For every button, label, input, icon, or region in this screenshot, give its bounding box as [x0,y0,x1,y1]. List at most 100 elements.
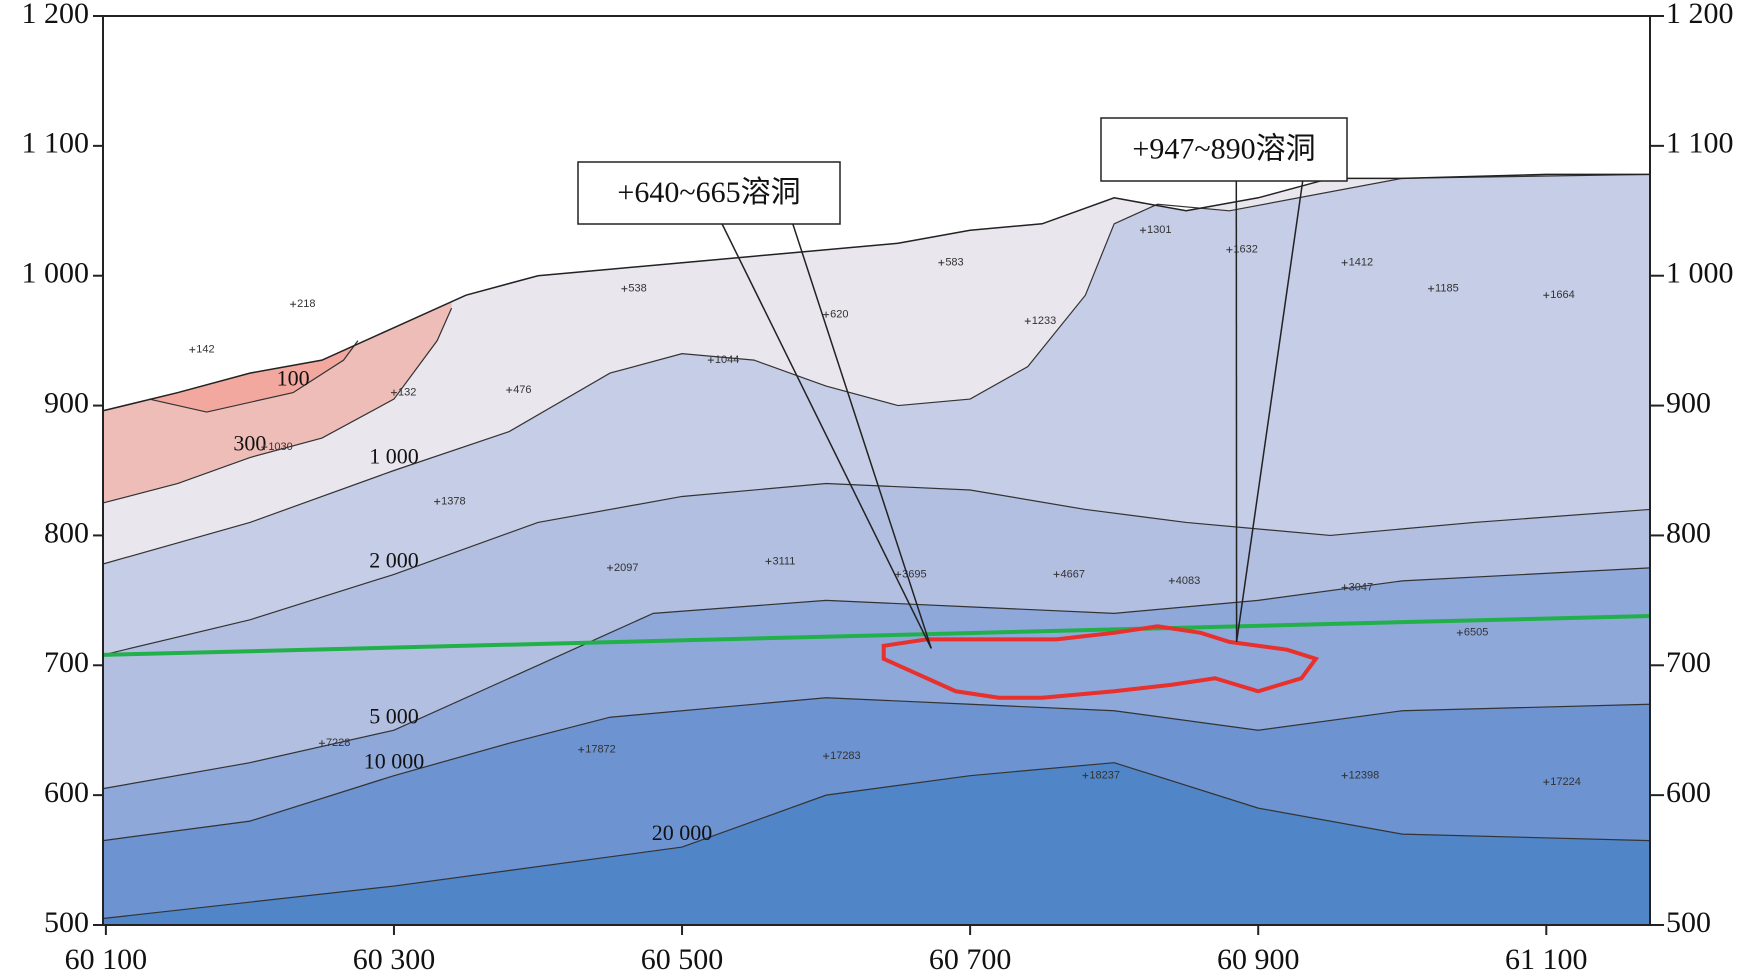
x-tick-label: 60 700 [929,943,1012,976]
sample-point [1082,772,1089,779]
y2-tick-label: 900 [1666,386,1711,419]
sample-label: 17224 [1550,776,1581,788]
sample-label: 17872 [585,744,616,756]
contour-line [102,762,1651,920]
contour-line [102,173,1651,565]
y-tick-label: 600 [44,776,89,809]
y-tick-label: 1 100 [22,127,90,160]
contour-line [148,340,359,413]
sample-point [823,753,830,760]
sample-point [1456,629,1463,636]
sample-point [823,311,830,318]
sample-point [621,285,628,292]
contour-line [102,482,1651,656]
sample-point [390,389,397,396]
sample-point [1053,571,1060,578]
profile-line [102,613,1651,657]
sample-label: 1664 [1550,289,1574,301]
surface-line [102,173,1650,412]
sample-label: 142 [196,344,214,356]
sample-point [1543,292,1550,299]
contour-label: 300 [233,431,266,456]
contour-label: 2 000 [369,547,419,572]
x-tick-label: 61 100 [1505,943,1588,976]
sample-label: 4083 [1176,575,1200,587]
sample-point [1139,227,1146,234]
callout-line [792,223,932,649]
sample-label: 132 [398,386,416,398]
contour-line [102,697,1651,842]
y2-tick-label: 1 200 [1666,0,1734,30]
callout-box [1100,117,1348,182]
sample-point [895,571,902,578]
sample-label: 538 [628,283,646,295]
sample-point [1226,246,1233,253]
plot-frame [102,15,1651,926]
y2-tick-label: 1 000 [1666,257,1734,290]
sample-point [1024,318,1031,325]
x-tick-label: 60 300 [353,943,436,976]
contour-label: 5 000 [369,703,419,728]
sample-point [189,346,196,353]
y2-tick-label: 800 [1666,516,1711,549]
sample-label: 2097 [614,562,638,574]
sample-point [1543,779,1550,786]
x-tick-label: 60 500 [641,943,724,976]
sample-label: 4667 [1061,568,1085,580]
sample-label: 17283 [830,750,861,762]
sample-point [938,259,945,266]
contour-label: 20 000 [652,820,713,845]
sample-label: 1185 [1435,283,1459,295]
sample-label: 7228 [326,737,350,749]
y2-tick-label: 700 [1666,646,1711,679]
sample-label: 3047 [1349,581,1373,593]
contour-label: 100 [277,366,310,391]
sample-label: 218 [297,298,315,310]
sample-label: 1030 [268,441,292,453]
y2-tick-label: 1 100 [1666,127,1734,160]
sample-point [261,444,268,451]
y-tick-label: 500 [44,906,89,939]
sample-label: 1632 [1233,244,1257,256]
y-tick-label: 900 [44,386,89,419]
callout-text: +640~665溶洞 [617,176,800,209]
cave-outline [881,624,1320,700]
axes: 60 100 60 300 60 500 60 700 60 900 61 100 500 5… [22,0,1734,976]
x-tick-label: 60 100 [65,943,148,976]
sample-label: 620 [830,309,848,321]
sample-point [1168,577,1175,584]
sample-label: 476 [513,384,531,396]
sample-point [1428,285,1435,292]
sample-point [506,386,513,393]
sample-point [290,301,297,308]
sample-point [434,498,441,505]
contour-line [102,307,453,504]
sample-label: 1301 [1147,224,1171,236]
sample-point [707,357,714,364]
sample-label: 6505 [1464,627,1488,639]
sample-point [578,746,585,753]
callout-box [577,161,841,225]
sample-label: 18237 [1089,770,1120,782]
sample-label: 583 [945,257,963,269]
sample-point [1341,772,1348,779]
contour-label: 1 000 [369,444,419,469]
sample-label: 1233 [1032,315,1056,327]
y-tick-label: 800 [44,516,89,549]
sample-label: 1378 [441,496,465,508]
y-tick-label: 700 [44,646,89,679]
sample-point [607,564,614,571]
contour-line [102,567,1651,790]
y2-tick-label: 500 [1666,906,1711,939]
sample-point [1341,584,1348,591]
contour-label: 10 000 [364,749,425,774]
sample-point [1341,259,1348,266]
sample-label: 3111 [772,555,795,567]
sample-label: 12398 [1349,770,1380,782]
y2-tick-label: 600 [1666,776,1711,809]
sample-point [318,740,325,747]
y-tick-label: 1 200 [22,0,90,30]
callout-text: +947~890溶洞 [1132,132,1315,165]
